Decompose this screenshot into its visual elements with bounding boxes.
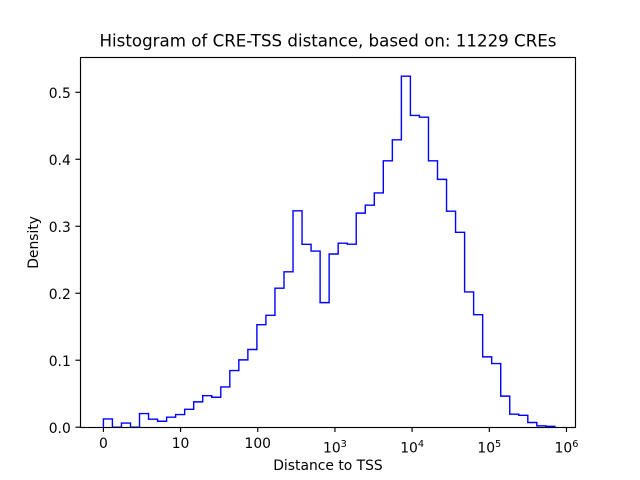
y-tick-label: 0.1 xyxy=(49,354,71,370)
x-tick-label: 10 xyxy=(172,436,190,452)
axes-layer xyxy=(75,56,577,432)
x-tick-label: 100 xyxy=(245,436,271,452)
x-axis-label: Distance to TSS xyxy=(273,458,383,474)
x-tick-label: 106 xyxy=(555,439,579,456)
axes-border xyxy=(79,56,577,429)
y-tick-label: 0.4 xyxy=(49,153,71,169)
histogram-step-line xyxy=(102,75,556,428)
y-axis-label: Density xyxy=(26,216,42,269)
y-tick-label: 0.0 xyxy=(49,421,71,437)
y-tick-label: 0.5 xyxy=(49,86,71,102)
chart-title: Histogram of CRE-TSS distance, based on:… xyxy=(100,32,557,51)
tick-label-layer: 0 10 100 103 104 105 106 0.0 0.1 0.2 0.3 0.4 0.5 xyxy=(49,86,579,456)
x-tick-label: 0 xyxy=(99,436,108,452)
x-tick-label: 104 xyxy=(400,439,424,456)
y-tick-label: 0.3 xyxy=(49,220,71,236)
x-tick-label: 103 xyxy=(323,439,347,456)
histogram-layer xyxy=(102,75,556,428)
y-tick-label: 0.2 xyxy=(49,287,71,303)
x-tick-label: 105 xyxy=(477,439,501,456)
